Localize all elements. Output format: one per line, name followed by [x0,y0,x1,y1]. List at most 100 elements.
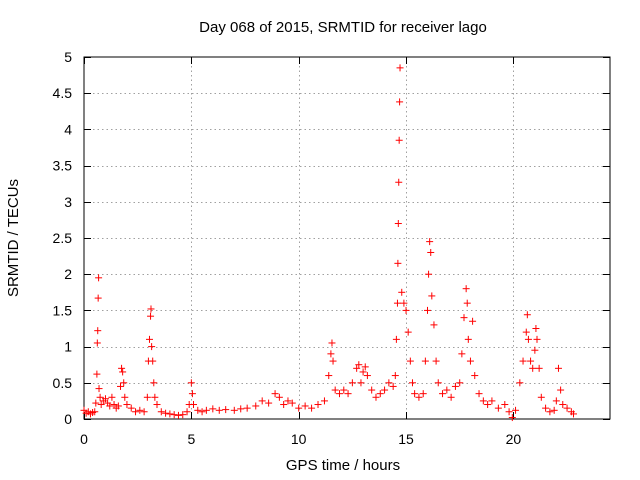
data-point [275,393,283,401]
data-point [462,285,470,293]
data-point [385,379,393,387]
data-point [119,368,127,376]
data-point [432,357,440,365]
data-point [329,357,337,365]
y-axis-label: SRMTID / TECUs [5,179,22,297]
data-point [430,321,438,329]
data-point [516,379,524,387]
data-point [395,178,403,186]
data-point [411,390,419,398]
data-point [325,372,333,380]
y-tick-label: 1 [64,339,72,355]
data-point [252,402,260,410]
data-point [458,350,466,358]
data-point [501,401,509,409]
data-points [80,64,578,422]
data-point [243,404,251,412]
data-point [469,317,477,325]
data-point [121,393,129,401]
data-point [101,395,109,403]
data-point [533,335,541,343]
data-point [439,390,447,398]
data-point [123,401,131,409]
data-point [265,399,273,407]
data-point [93,339,101,347]
data-point [314,401,322,409]
y-tick-label: 0 [64,411,72,427]
data-point [149,357,157,365]
y-tick-label: 1.5 [53,302,73,318]
data-point [508,414,516,422]
data-point [147,305,155,313]
data-point [288,399,296,407]
data-point [381,386,389,394]
data-point [166,410,174,418]
data-point [466,357,474,365]
data-point [389,382,397,390]
data-point [471,372,479,380]
data-point [331,386,339,394]
data-point [537,393,545,401]
data-point [408,379,416,387]
data-point [535,364,543,372]
data-point [353,364,361,372]
data-point [222,406,230,414]
grid-lines [84,57,610,419]
data-point [183,408,191,416]
data-point [419,390,427,398]
data-point [91,408,99,416]
x-tick-label: 5 [187,431,195,447]
data-point [460,314,468,322]
data-point [153,401,161,409]
data-point [402,306,410,314]
data-point [189,401,197,409]
data-point [505,408,513,416]
data-point [114,402,122,410]
data-point [391,372,399,380]
data-point [108,393,116,401]
data-point [522,328,530,336]
data-point [552,397,560,405]
data-point [328,339,336,347]
data-point [237,405,245,413]
data-point [372,393,380,401]
data-point [363,372,371,380]
data-point [148,343,156,351]
data-point [258,397,266,405]
data-point [527,357,535,365]
data-point [475,390,483,398]
data-point [512,406,520,414]
data-point [557,386,565,394]
y-tick-label: 5 [64,49,72,65]
data-point [359,368,367,376]
data-point [110,401,118,409]
data-point [451,382,459,390]
data-point [395,136,403,144]
x-tick-labels: 0 5 10 15 20 [80,431,521,447]
data-point [484,401,492,409]
data-point [143,393,151,401]
data-point [202,406,210,414]
data-point [529,364,537,372]
data-point [361,363,369,371]
data-point [174,411,182,419]
y-tick-label: 0.5 [53,375,73,391]
x-tick-label: 20 [506,431,522,447]
y-tick-label: 2.5 [53,230,73,246]
data-point [271,390,279,398]
data-point [308,404,316,412]
data-point [95,274,103,282]
x-tick-label: 0 [80,431,88,447]
data-point [376,390,384,398]
data-point [188,390,196,398]
data-point [404,328,412,336]
data-point [284,397,292,405]
data-point [150,379,158,387]
data-point [464,335,472,343]
data-point [488,397,496,405]
data-point [162,409,170,417]
data-point [426,238,434,246]
data-point [393,299,401,307]
data-point [447,393,455,401]
data-point [424,306,432,314]
